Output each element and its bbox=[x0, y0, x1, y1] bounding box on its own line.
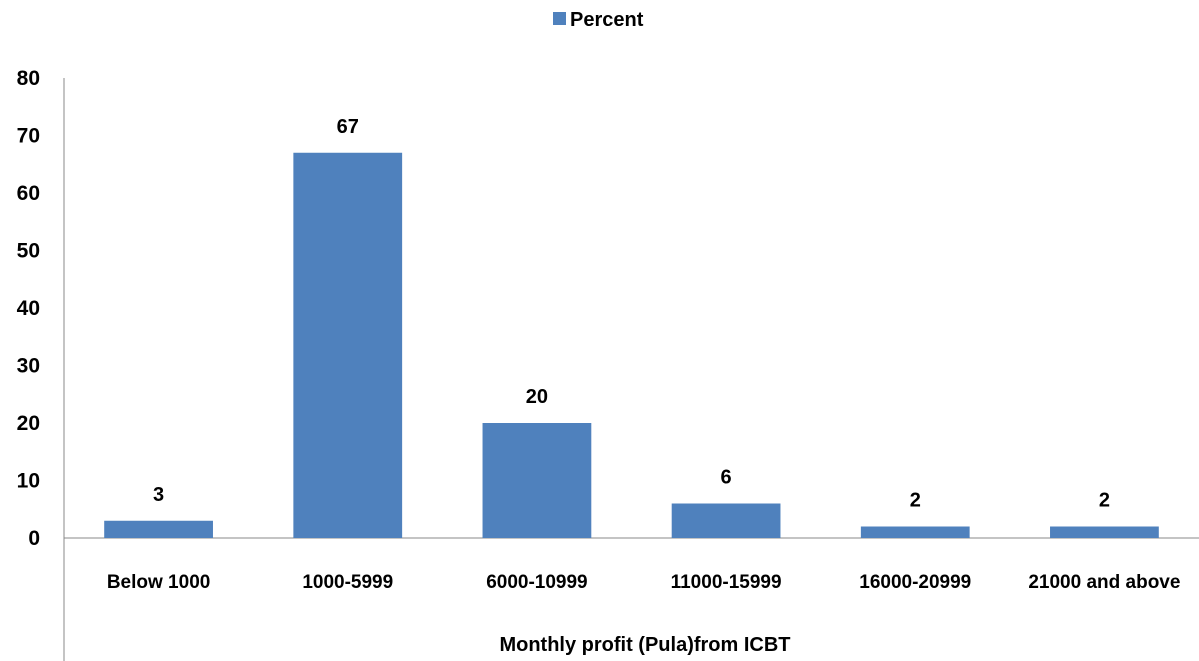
bar bbox=[482, 423, 592, 538]
bar bbox=[671, 503, 781, 538]
data-label: 2 bbox=[910, 490, 921, 512]
bar bbox=[1050, 526, 1159, 538]
legend: Percent bbox=[553, 9, 644, 31]
bars-group bbox=[104, 152, 1159, 538]
y-tick-label: 20 bbox=[17, 412, 40, 435]
x-tick-label: 6000-10999 bbox=[486, 572, 587, 593]
y-tick-label: 0 bbox=[28, 527, 40, 550]
data-label: 67 bbox=[337, 116, 359, 138]
y-tick-label: 30 bbox=[17, 355, 40, 378]
bar bbox=[293, 152, 403, 538]
x-tick-label: 1000-5999 bbox=[302, 572, 393, 593]
legend-swatch bbox=[553, 12, 566, 25]
x-axis-title: Monthly profit (Pula)from ICBT bbox=[499, 634, 790, 656]
data-label: 3 bbox=[153, 484, 164, 506]
y-tick-label: 50 bbox=[17, 240, 40, 263]
y-tick-label: 70 bbox=[17, 125, 40, 148]
y-tick-label: 10 bbox=[17, 470, 40, 493]
x-tick-label: Below 1000 bbox=[107, 572, 211, 593]
bar bbox=[104, 520, 213, 538]
x-tick-label: 11000-15999 bbox=[671, 572, 782, 593]
y-tick-label: 80 bbox=[17, 67, 40, 90]
bar bbox=[860, 526, 970, 538]
data-label: 2 bbox=[1099, 490, 1110, 512]
data-label: 6 bbox=[721, 467, 732, 489]
category-labels-group: Below 1000 1000-5999 6000-10999 11000-15999… bbox=[107, 572, 1181, 593]
data-labels-group: 3 67 20 6 2 2 bbox=[153, 116, 1110, 512]
x-tick-label: 21000 and above bbox=[1028, 572, 1180, 593]
legend-label-percent: Percent bbox=[570, 9, 644, 31]
y-tick-label: 60 bbox=[17, 182, 40, 205]
x-tick-label: 16000-20999 bbox=[859, 572, 971, 593]
data-label: 20 bbox=[526, 386, 548, 408]
y-tick-label: 40 bbox=[17, 297, 40, 320]
y-axis-ticks: 0 10 20 30 40 50 60 70 80 bbox=[17, 67, 40, 550]
